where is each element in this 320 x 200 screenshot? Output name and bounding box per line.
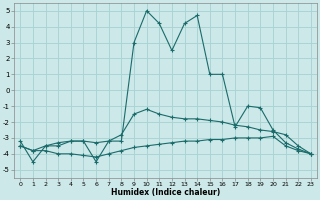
X-axis label: Humidex (Indice chaleur): Humidex (Indice chaleur) [111,188,220,197]
